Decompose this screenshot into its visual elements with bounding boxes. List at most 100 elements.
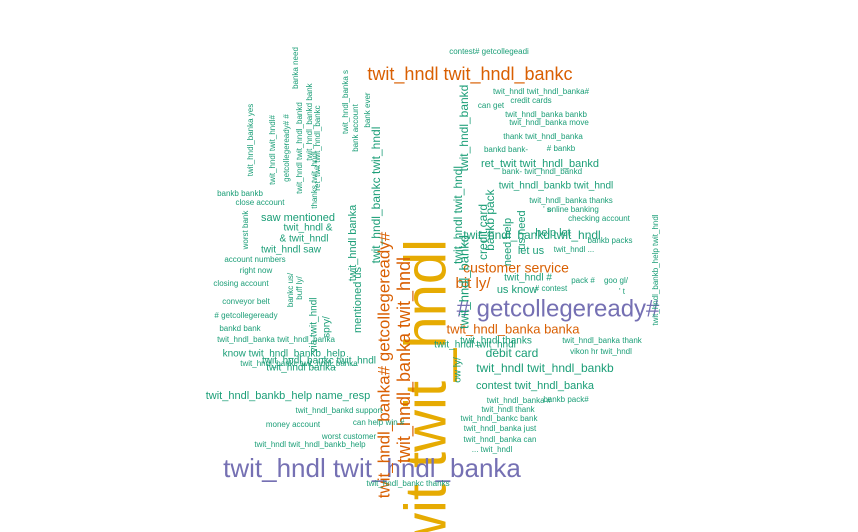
word-91: twit_hndl twit_hndl_bankd [295,102,304,194]
word-96: twit_hndl_banka s [341,70,350,134]
word-65: twit_hndl_banka just [464,424,537,433]
word-0: ret_twit twit_hndl [393,239,458,532]
word-9: twit_hndl_bankd [456,235,471,329]
word-52: bankb packs [588,236,633,245]
word-59: twit_hndl_banka thank [562,336,643,345]
word-22: bankb pack [483,188,497,250]
word-3: twit_hndl twit_hndl_bankc [367,64,572,85]
word-32: twit_hndl twit_hndl [434,340,516,351]
word-49: online banking [547,205,599,214]
word-83: bankb bankb [217,189,263,198]
word-18: twit_hndl & [284,223,333,234]
word-50: checking account [568,214,631,223]
word-79: conveyor belt [222,297,270,306]
word-24: need help [502,218,514,266]
word-40: credit cards [510,96,551,105]
word-34: twit_hndl_bankc twit_hndl [262,356,376,367]
word-60: vikon hr twit_hndl [570,347,632,356]
word-97: bank account [351,103,360,151]
word-86: bankc us/ [286,272,295,307]
word-102: twit_hndl banka [347,204,359,281]
word-57: ' s [543,205,551,214]
word-28: us know [497,284,537,296]
word-42: twit_hndl_banka bankb [505,110,587,119]
word-35: twit_hndl banka [266,363,336,374]
word-84: close account [236,198,286,207]
word-85: worst bank [241,210,250,251]
word-46: # bankb [547,144,576,153]
word-70: money account [266,420,321,429]
word-72: win # [385,418,405,427]
word-99: twit_hndl_bankd [457,85,471,172]
word-74: twit_hndl twit_hndl_bankb_help [254,440,366,449]
word-25: help let [535,227,570,239]
word-30: twit_hndl thanks [460,336,532,347]
word-92: banka need [291,47,300,89]
word-47: bank- twit_hndl_bankd [502,167,582,176]
word-80: closing account [213,279,269,288]
word-41: can get [478,101,505,110]
word-23: credit card [476,204,490,260]
word-76: twit_hndl_banka twit_hndl_banka [217,335,335,344]
word-44: thank twit_hndl_banka [503,132,583,141]
word-82: account numbers [224,255,285,264]
word-66: twit_hndl_banka can [464,435,537,444]
word-10: twit_hndl twit_hndl_bankb [476,361,614,375]
word-61: twit_hndl_banka # [487,396,552,405]
word-16: saw mentioned [261,212,335,224]
word-67: ... twit_hndl [472,445,513,454]
word-1: # getcollegeready# [457,295,660,322]
word-63: twit_hndl thank [481,405,535,414]
word-17: twit_hndl saw [261,245,322,256]
word-94: thanks twit_hndl [310,151,319,209]
word-89: twit_hndl twit_hndl# [268,115,277,185]
word-20: ret_twit twit_hndl_bankd [481,158,599,170]
word-45: bankd bank- [484,145,528,154]
word-11: twit_hndl_bankd twit_hndl [463,228,600,242]
word-78: # getcollegeready [214,311,277,320]
word-53: pack # [571,276,595,285]
word-2: twit_hndl twit_hndl_banka [223,453,521,483]
word-15: know twit_hndl_bankb_help [223,349,346,360]
word-19: & twit_hndl [280,234,329,245]
word-7: twit_hndl_banka banka [447,321,581,336]
word-29: twit_hndl # [504,273,552,284]
word-93: twit_hndl_bankd bank [305,82,314,160]
word-5: twit_hndl_banka# getcollegeready# [374,231,393,498]
word-33: mentioned us [352,266,364,333]
word-37: spry/ [322,316,333,338]
word-43: twit_hndl_banka move [509,118,589,127]
word-88: twit_hndl_banka yes [246,104,255,177]
word-54: goo gl/ [604,276,629,285]
word-98: bank ever [363,92,372,127]
word-87: buff ly/ [295,276,304,300]
word-48: twit_hndl_banka thanks [529,196,613,205]
word-56: ' t [619,287,626,296]
word-64: twit_hndl_bankc bank [461,414,539,423]
word-90: getcollegeready# # [282,114,291,182]
word-26: let us [518,245,545,257]
word-12: debit card [486,346,539,360]
word-51: twit_hndl ... [554,245,594,254]
word-31: ow ly/ [453,357,464,383]
word-55: # contest [535,284,568,293]
word-58: twit_hndl_bankb_help twit_hndl [651,214,660,325]
word-68: twit_hndl_bankc thanks [366,479,449,488]
word-71: can help [353,418,384,427]
word-21: twit_hndl_bankb twit_hndl [499,181,614,192]
word-81: right now [240,266,273,275]
word-13: contest twit_hndl_banka [476,380,595,392]
word-69: twit_hndl_bankd support [296,406,384,415]
word-101: twit_hndl_bankc twit_hndl [369,127,383,264]
word-100: twit_hndl twit_hndl [451,166,465,264]
word-4: twit_hndl_banka twit_hndl [394,257,415,463]
word-62: bankb pack# [543,395,589,404]
word-75: twit_hndl_bankc twit_hndl_banka [240,359,358,368]
word-6: customer service [463,260,569,276]
word-95: ret_twit twit_hndl_bankc [313,105,322,190]
word-77: bankd bank [219,324,261,333]
word-73: worst customer [321,432,377,441]
word-36: via twit_hndl [309,297,320,352]
word-39: twit_hndl twit_hndl_banka# [493,87,590,96]
